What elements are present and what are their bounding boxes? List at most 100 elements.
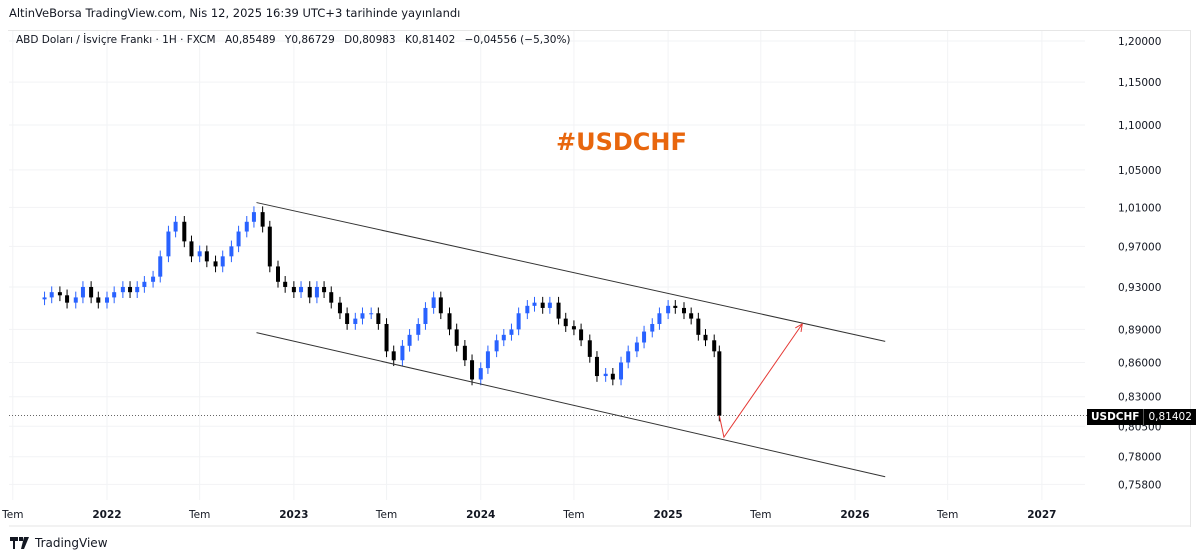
candle-body <box>650 323 655 332</box>
tradingview-footer[interactable]: TradingView <box>10 536 108 550</box>
candle-body <box>431 297 436 308</box>
chart-pane[interactable] <box>8 30 1191 527</box>
high-value: Y0,86729 <box>284 34 335 46</box>
x-tick-label: 2022 <box>92 509 121 521</box>
badge-symbol: USDCHF <box>1087 409 1144 425</box>
x-tick-label: Tem <box>1 509 23 521</box>
candle-body <box>322 286 327 293</box>
candle-body <box>610 373 615 380</box>
candle-body <box>42 297 47 300</box>
candle-body <box>135 286 140 293</box>
close-value: K0,81402 <box>404 34 456 46</box>
x-tick-label: 2024 <box>466 509 495 521</box>
candle-body <box>438 297 443 314</box>
candle-body <box>112 292 117 298</box>
candle-body <box>642 331 647 343</box>
candle-body <box>547 302 552 308</box>
candle-body <box>579 329 584 341</box>
x-tick-label: Tem <box>749 509 771 521</box>
x-tick-label: 2026 <box>840 509 869 521</box>
candle-body <box>571 326 576 330</box>
candle-body <box>681 307 686 314</box>
candle-body <box>128 286 133 293</box>
candle-body <box>400 345 405 361</box>
candle-body <box>244 221 249 232</box>
candle-body <box>166 231 171 257</box>
candle-body <box>478 368 483 380</box>
y-tick-label: 1,15000 <box>1118 77 1161 89</box>
candle-body <box>158 256 163 277</box>
candle-body <box>197 251 202 257</box>
candle-body <box>260 212 265 227</box>
candle-body <box>657 313 662 324</box>
projection-arrow <box>718 323 803 439</box>
y-tick-label: 1,10000 <box>1118 120 1161 132</box>
candle-body <box>587 340 592 357</box>
candle-body <box>407 334 412 346</box>
x-tick-label: 2027 <box>1027 509 1056 521</box>
candle-body <box>619 362 624 380</box>
x-tick-label: 2025 <box>654 509 683 521</box>
candle-body <box>540 302 545 308</box>
open-value: A0,85489 <box>224 34 276 46</box>
badge-price: 0,81402 <box>1143 409 1196 425</box>
arrow-head-icon <box>795 323 803 332</box>
candle-body <box>501 334 506 341</box>
candle-body <box>337 302 342 314</box>
y-tick-label: 1,01000 <box>1118 202 1161 214</box>
candle-body <box>276 266 281 282</box>
brand-name: TradingView <box>35 536 108 550</box>
candle-body <box>494 340 499 352</box>
candle-body <box>594 356 599 377</box>
candle-body <box>563 318 568 327</box>
candle-body <box>712 340 717 352</box>
candle-body <box>173 221 178 232</box>
x-tick-label: Tem <box>562 509 584 521</box>
x-tick-label: Tem <box>188 509 210 521</box>
symbol-description: ABD Doları / İsviçre Frankı · 1H · FXCM <box>16 34 216 46</box>
candle-body <box>462 345 467 361</box>
candle-body <box>267 226 272 267</box>
candle-body <box>314 286 319 298</box>
candle-body <box>236 231 241 247</box>
channel-lower-line <box>256 332 886 478</box>
candle-body <box>717 351 722 416</box>
candle-body <box>329 292 334 303</box>
candle-body <box>120 286 125 293</box>
y-tick-label: 0,75800 <box>1118 479 1161 491</box>
candle-body <box>673 305 678 308</box>
x-tick-label: Tem <box>375 509 397 521</box>
candle-body <box>229 246 234 257</box>
tradingview-logo-icon <box>10 537 29 549</box>
candle-body <box>703 334 708 341</box>
candle-body <box>360 313 365 319</box>
candle-body <box>96 297 101 303</box>
x-tick-label: Tem <box>936 509 958 521</box>
channel-upper-line <box>256 202 886 342</box>
candle-body <box>369 313 374 315</box>
candle-body <box>345 313 350 324</box>
candle-body <box>454 329 459 346</box>
candle-body <box>105 297 109 303</box>
candle-body <box>509 329 514 335</box>
candle-body <box>391 351 396 361</box>
chart-annotation[interactable]: #USDCHF <box>556 128 687 156</box>
candle-body <box>525 305 530 314</box>
candle-body <box>220 256 225 267</box>
candle-body <box>470 360 475 380</box>
publish-info: AltinVeBorsa TradingView.com, Nis 12, 20… <box>9 6 461 20</box>
candle-body <box>204 251 209 262</box>
candle-body <box>423 307 428 324</box>
y-tick-label: 0,97000 <box>1118 241 1161 253</box>
candle-body <box>57 292 62 296</box>
candle-body <box>142 281 147 287</box>
candle-body <box>73 297 78 303</box>
candle-body <box>189 241 194 257</box>
candle-body <box>49 292 54 298</box>
last-price-badge: USDCHF 0,81402 <box>1087 409 1196 425</box>
candle-body <box>603 373 608 377</box>
x-tick-label: 2023 <box>279 509 308 521</box>
y-tick-label: 0,89000 <box>1118 324 1161 336</box>
candle-body <box>634 342 639 352</box>
